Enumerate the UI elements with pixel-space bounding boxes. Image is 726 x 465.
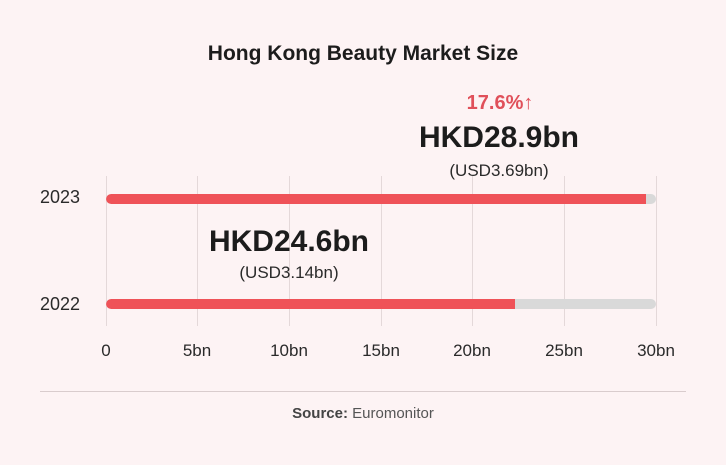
source-name: Euromonitor [352,405,434,422]
y-label-2023: 2023 [40,187,81,207]
chart-title: Hong Kong Beauty Market Size [207,42,519,65]
gridline [106,176,107,326]
x-tick: 5bn [182,341,212,360]
usd-label-2022: (USD3.14bn) [239,263,339,282]
x-tick: 25bn [545,341,583,360]
gridline [564,176,565,326]
gridline [656,176,657,326]
x-tick: 20bn [453,341,491,360]
x-tick: 0 [101,341,111,360]
growth-label: 17.6%↑ [466,92,534,114]
divider [40,391,686,392]
usd-label-2023: (USD3.69bn) [449,161,549,180]
y-label-2022: 2022 [40,294,81,314]
x-tick: 15bn [362,341,400,360]
bar-2023 [106,194,656,204]
x-tick: 30bn [637,341,675,360]
gridline [472,176,473,326]
gridline [197,176,198,326]
value-label-2023: HKD28.9bn [418,121,580,154]
bar-2022 [106,299,656,309]
gridline [381,176,382,326]
x-tick: 10bn [270,341,308,360]
gridline [289,176,290,326]
source-label: Source: [292,405,348,422]
value-label-2022: HKD24.6bn [208,225,370,258]
source-note: Source: Euromonitor [0,405,726,422]
